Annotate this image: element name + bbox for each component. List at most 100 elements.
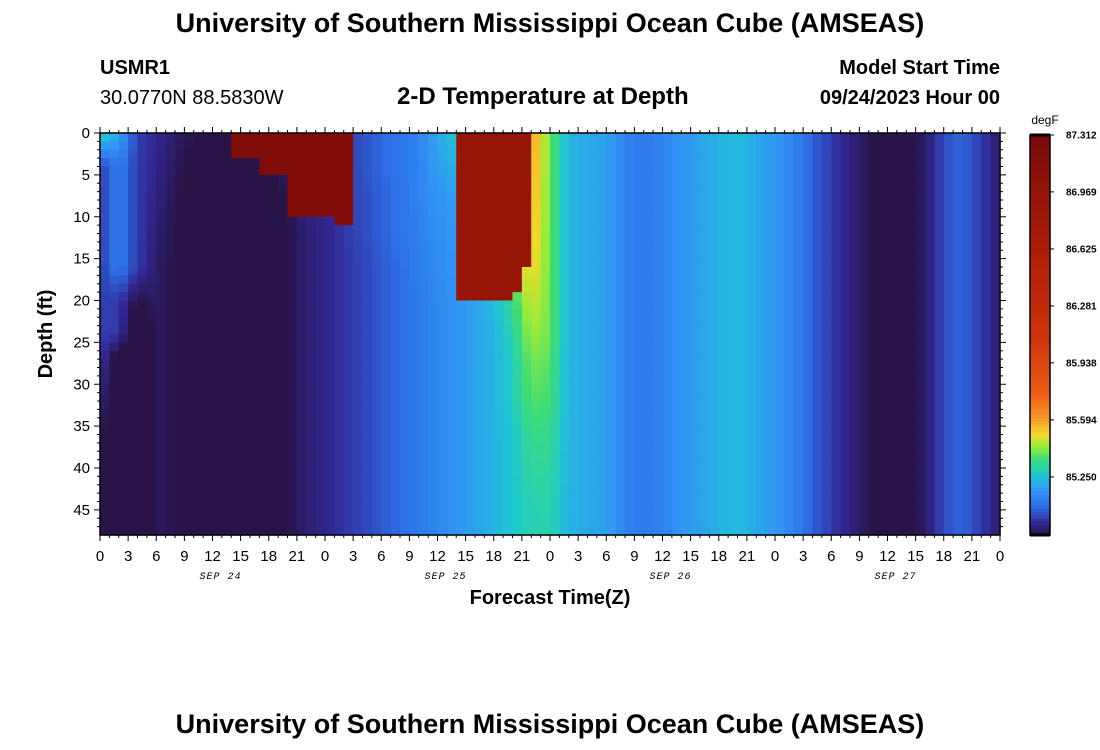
heatmap-cell — [409, 208, 420, 218]
heatmap-cell — [484, 367, 495, 377]
heatmap-cell — [775, 367, 785, 377]
heatmap-cell — [756, 367, 767, 377]
heatmap-cell — [343, 325, 354, 335]
heatmap-cell — [821, 241, 832, 251]
heatmap-cell — [840, 409, 851, 419]
heatmap-cell — [484, 434, 495, 444]
heatmap-cell — [578, 518, 589, 528]
heatmap-cell — [400, 359, 410, 369]
heatmap-cell — [100, 258, 110, 268]
heatmap-cell — [531, 225, 542, 235]
heatmap-cell — [906, 384, 917, 394]
heatmap-cell — [793, 493, 804, 503]
heatmap-cell — [362, 509, 373, 519]
heatmap-cell — [540, 250, 551, 260]
heatmap-cell — [128, 250, 139, 260]
heatmap-cell — [503, 367, 514, 377]
heatmap-cell — [353, 451, 364, 461]
heatmap-cell — [512, 468, 523, 477]
heatmap-cell — [700, 216, 710, 226]
heatmap-cell — [728, 451, 739, 461]
heatmap-cell — [578, 350, 589, 360]
heatmap-cell — [296, 367, 307, 377]
heatmap-cell — [943, 359, 954, 369]
heatmap-cell — [231, 275, 242, 285]
heatmap-cell — [746, 417, 757, 427]
heatmap-cell — [456, 409, 467, 419]
heatmap-cell — [446, 166, 457, 176]
heatmap-cell — [231, 225, 242, 235]
heatmap-cell — [128, 350, 139, 360]
heatmap-cell — [540, 200, 551, 209]
heatmap-cell — [465, 417, 476, 427]
heatmap-cell — [700, 509, 710, 519]
heatmap-cell — [587, 451, 598, 461]
heatmap-cell — [662, 325, 673, 335]
heatmap-cell — [353, 133, 364, 142]
heatmap-cell — [250, 292, 260, 302]
heatmap-cell — [409, 459, 420, 469]
heatmap-cell — [690, 258, 701, 268]
heatmap-cell — [540, 342, 551, 352]
heatmap-cell — [887, 216, 898, 226]
heatmap-cell — [681, 283, 692, 293]
heatmap-cell — [465, 509, 476, 519]
x-tick-label: 3 — [574, 548, 582, 565]
heatmap-cell — [625, 509, 635, 519]
heatmap-cell — [643, 442, 654, 452]
heatmap-cell — [212, 283, 223, 293]
heatmap-cell — [737, 442, 748, 452]
heatmap-cell — [746, 409, 757, 419]
heatmap-cell — [568, 518, 579, 528]
heatmap-cell — [878, 141, 889, 151]
heatmap-cell — [971, 292, 982, 302]
heatmap-cell — [118, 200, 129, 209]
heatmap-cell — [268, 166, 279, 176]
heatmap-cell — [896, 442, 907, 452]
heatmap-cell — [540, 375, 551, 385]
heatmap-cell — [184, 308, 195, 318]
heatmap-cell — [128, 292, 139, 302]
heatmap-cell — [643, 359, 654, 369]
heatmap-cell — [128, 308, 139, 318]
heatmap-cell — [221, 451, 232, 461]
heatmap-cell — [521, 317, 532, 327]
heatmap-cell — [212, 267, 223, 276]
heatmap-cell — [812, 526, 823, 536]
heatmap-cell — [643, 158, 654, 168]
heatmap-cell — [231, 216, 242, 226]
heatmap-cell — [859, 384, 870, 394]
heatmap-cell — [606, 233, 617, 243]
heatmap-cell — [400, 250, 410, 260]
heatmap-cell — [840, 258, 851, 268]
heatmap-cell — [925, 250, 935, 260]
heatmap-cell — [765, 241, 776, 251]
heatmap-cell — [775, 350, 785, 360]
heatmap-cell — [737, 434, 748, 444]
heatmap-cell — [718, 375, 729, 385]
heatmap-cell — [803, 191, 814, 201]
heatmap-cell — [221, 208, 232, 218]
heatmap-cell — [184, 476, 195, 486]
heatmap-cell — [587, 267, 598, 276]
heatmap-cell — [587, 308, 598, 318]
heatmap-cell — [634, 292, 645, 302]
heatmap-cell — [250, 166, 260, 176]
heatmap-cell — [296, 208, 307, 218]
heatmap-cell — [362, 459, 373, 469]
heatmap-cell — [521, 526, 532, 536]
heatmap-cell — [118, 442, 129, 452]
heatmap-cell — [653, 166, 664, 176]
heatmap-cell — [690, 250, 701, 260]
heatmap-cell — [765, 392, 776, 402]
heatmap-cell — [653, 308, 664, 318]
heatmap-cell — [831, 208, 842, 218]
heatmap-cell — [868, 526, 879, 536]
heatmap-cell — [634, 283, 645, 293]
heatmap-cell — [193, 258, 204, 268]
heatmap-cell — [737, 350, 748, 360]
heatmap-cell — [746, 317, 757, 327]
heatmap-cell — [756, 493, 767, 503]
heatmap-cell — [540, 283, 551, 293]
heatmap-cell — [737, 493, 748, 503]
